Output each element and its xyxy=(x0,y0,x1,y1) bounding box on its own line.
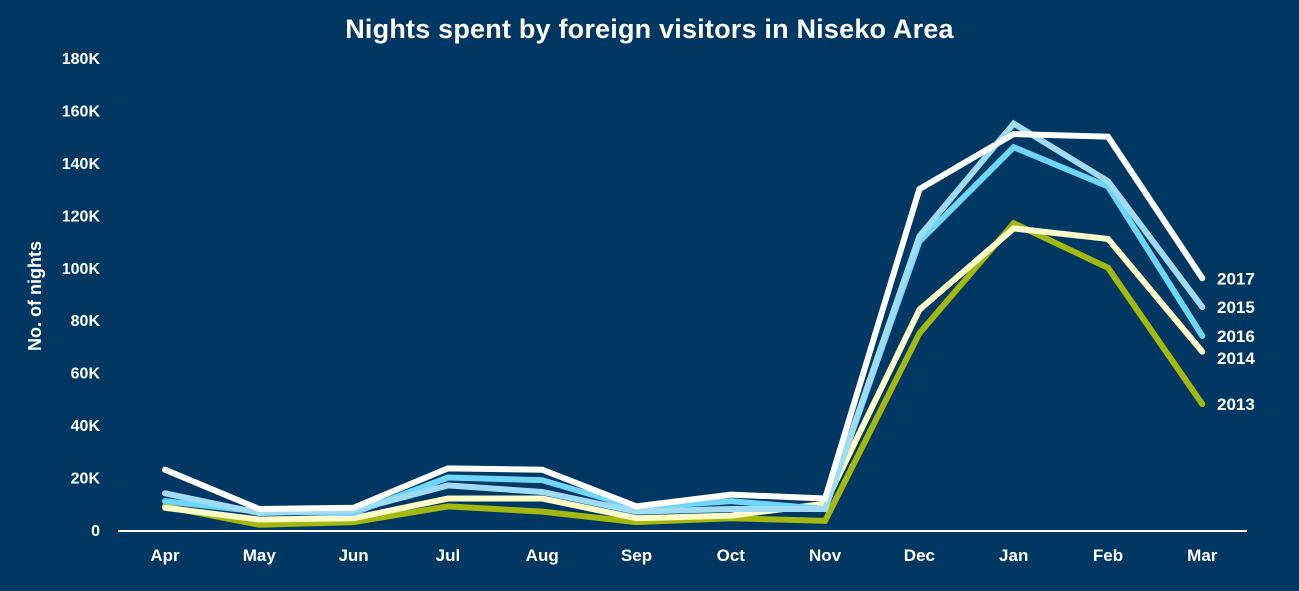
series-label-2013: 2013 xyxy=(1217,395,1255,414)
series-line-2016 xyxy=(162,143,1206,516)
y-tick-label: 80K xyxy=(71,313,101,330)
y-tick-label: 0 xyxy=(91,523,100,540)
x-tick-label: Apr xyxy=(150,546,180,565)
series-label-2016: 2016 xyxy=(1217,327,1255,346)
series-line-2013 xyxy=(162,219,1206,528)
x-tick-label: Jan xyxy=(999,546,1028,565)
y-tick-label: 120K xyxy=(62,208,101,225)
x-tick-label: Jul xyxy=(436,546,461,565)
x-tick-label: Feb xyxy=(1093,546,1123,565)
series-line-2017 xyxy=(162,131,1206,513)
series-labels: 2017 2015 2016 2014 2013 xyxy=(1217,269,1255,414)
x-tick-label: Sep xyxy=(621,546,652,565)
y-tick-label: 60K xyxy=(71,366,101,383)
y-tick-label: 40K xyxy=(71,418,101,435)
y-tick-label: 100K xyxy=(62,261,101,278)
x-tick-label: Mar xyxy=(1187,546,1218,565)
series-line-2014 xyxy=(162,225,1206,523)
x-tick-label: Jun xyxy=(338,546,368,565)
series-line-2015 xyxy=(162,119,1206,516)
x-tick-label: Nov xyxy=(809,546,842,565)
x-tick-label: Dec xyxy=(904,546,935,565)
y-axis-label: No. of nights xyxy=(25,241,45,351)
x-tick-label: Aug xyxy=(526,546,559,565)
series-label-2017: 2017 xyxy=(1217,269,1255,288)
chart-title: Nights spent by foreign visitors in Nise… xyxy=(345,14,954,44)
series-label-2014: 2014 xyxy=(1217,349,1255,368)
y-tick-label: 20K xyxy=(71,471,101,488)
y-tick-label: 180K xyxy=(62,51,101,68)
y-tick-label: 160K xyxy=(62,103,101,120)
y-tick-label: 140K xyxy=(62,156,101,173)
x-tick-label: Oct xyxy=(717,546,746,565)
x-tick-label: May xyxy=(243,546,277,565)
y-axis-ticks: 0 20K 40K 60K 80K 100K 120K 140K 160K 180K xyxy=(62,51,101,540)
series-label-2015: 2015 xyxy=(1217,298,1255,317)
series-lines xyxy=(162,119,1206,528)
x-axis-ticks: Apr May Jun Jul Aug Sep Oct Nov Dec Jan Feb Mar xyxy=(150,546,1217,565)
